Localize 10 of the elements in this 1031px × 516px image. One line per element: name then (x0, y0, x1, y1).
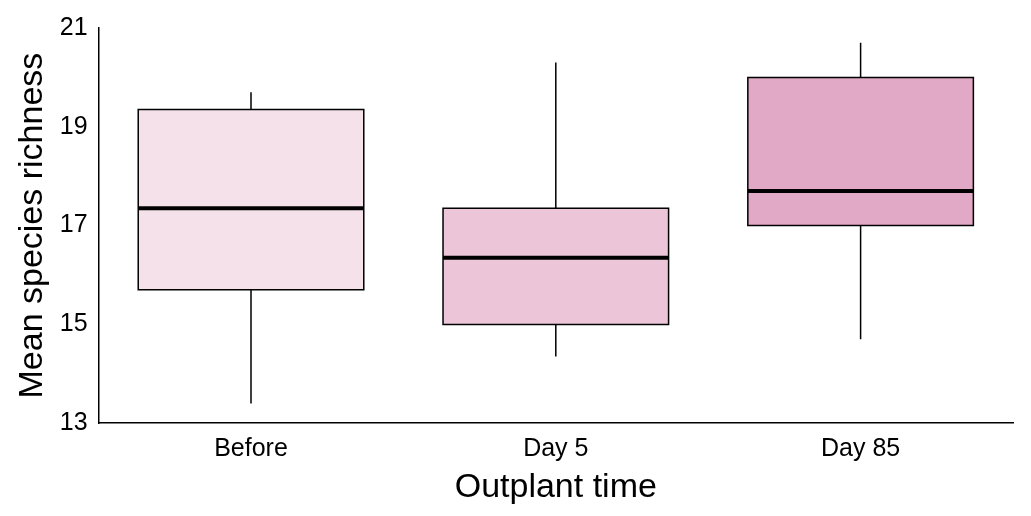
y-axis-title: Mean species richness (10, 52, 49, 399)
y-tick-label: 21 (59, 11, 88, 40)
y-tick-label: 19 (59, 110, 88, 139)
x-tick-label: Day 85 (820, 433, 901, 462)
x-tick-label: Day 5 (523, 433, 589, 462)
y-tick-label: 13 (59, 407, 88, 436)
y-tick-label: 17 (59, 209, 88, 238)
x-axis-title: Outplant time (454, 465, 657, 504)
y-tick-label: 15 (59, 308, 88, 337)
x-tick-label: Before (214, 433, 288, 462)
